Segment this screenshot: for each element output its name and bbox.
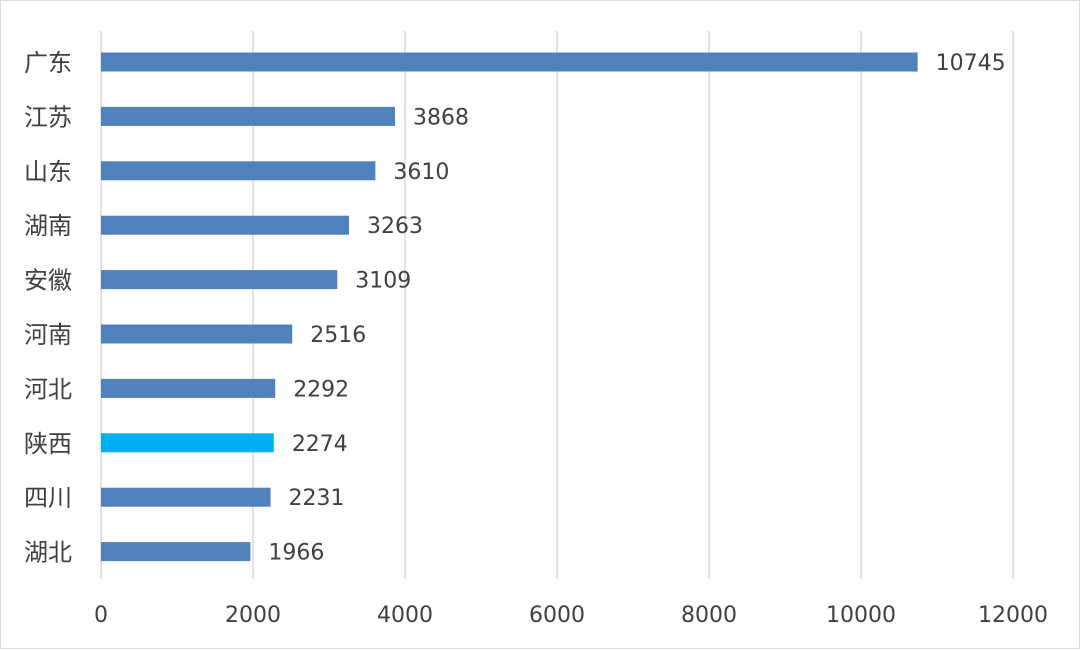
x-tick-label: 10000: [826, 603, 896, 628]
category-label: 山东: [24, 158, 72, 186]
data-label: 2292: [293, 377, 349, 402]
x-tick-label: 4000: [377, 603, 433, 628]
x-tick-label: 6000: [529, 603, 585, 628]
x-tick-label: 8000: [681, 603, 737, 628]
category-label: 安徽: [24, 267, 72, 295]
bar: [101, 378, 276, 398]
category-label: 湖北: [24, 539, 72, 567]
x-axis-ticks: 0 2000 4000 6000 8000 10000 12000: [94, 603, 1048, 628]
data-label: 3610: [393, 160, 449, 185]
bar: [101, 52, 918, 72]
category-label: 河南: [24, 321, 72, 349]
data-label: 3868: [413, 105, 469, 130]
bar: [101, 106, 395, 126]
data-label: 3263: [367, 214, 423, 239]
category-label: 广东: [24, 49, 72, 77]
data-label: 2274: [292, 432, 348, 457]
data-label: 2231: [289, 486, 345, 511]
data-label: 3109: [355, 269, 411, 294]
category-label: 湖南: [24, 212, 72, 240]
category-label: 四川: [24, 484, 72, 512]
bar: [101, 542, 251, 562]
label-layer: 广东 10745 江苏 3868 山东 3610 湖南 3263 安徽 3109 河南 2516 河北 2…: [24, 49, 1006, 567]
data-label: 2516: [310, 323, 366, 348]
x-tick-label: 0: [94, 603, 108, 628]
bar: [101, 487, 271, 507]
bar-layer: [101, 52, 918, 562]
data-label: 1966: [268, 541, 324, 566]
category-label: 江苏: [24, 103, 72, 131]
bar: [101, 215, 349, 235]
bar: [101, 270, 338, 290]
bar: [101, 161, 376, 181]
data-label: 10745: [936, 51, 1006, 76]
bar: [101, 433, 274, 453]
bar: [101, 324, 293, 344]
x-tick-label: 12000: [978, 603, 1048, 628]
category-label: 河北: [24, 375, 72, 403]
category-label: 陕西: [24, 430, 72, 458]
x-tick-label: 2000: [225, 603, 281, 628]
